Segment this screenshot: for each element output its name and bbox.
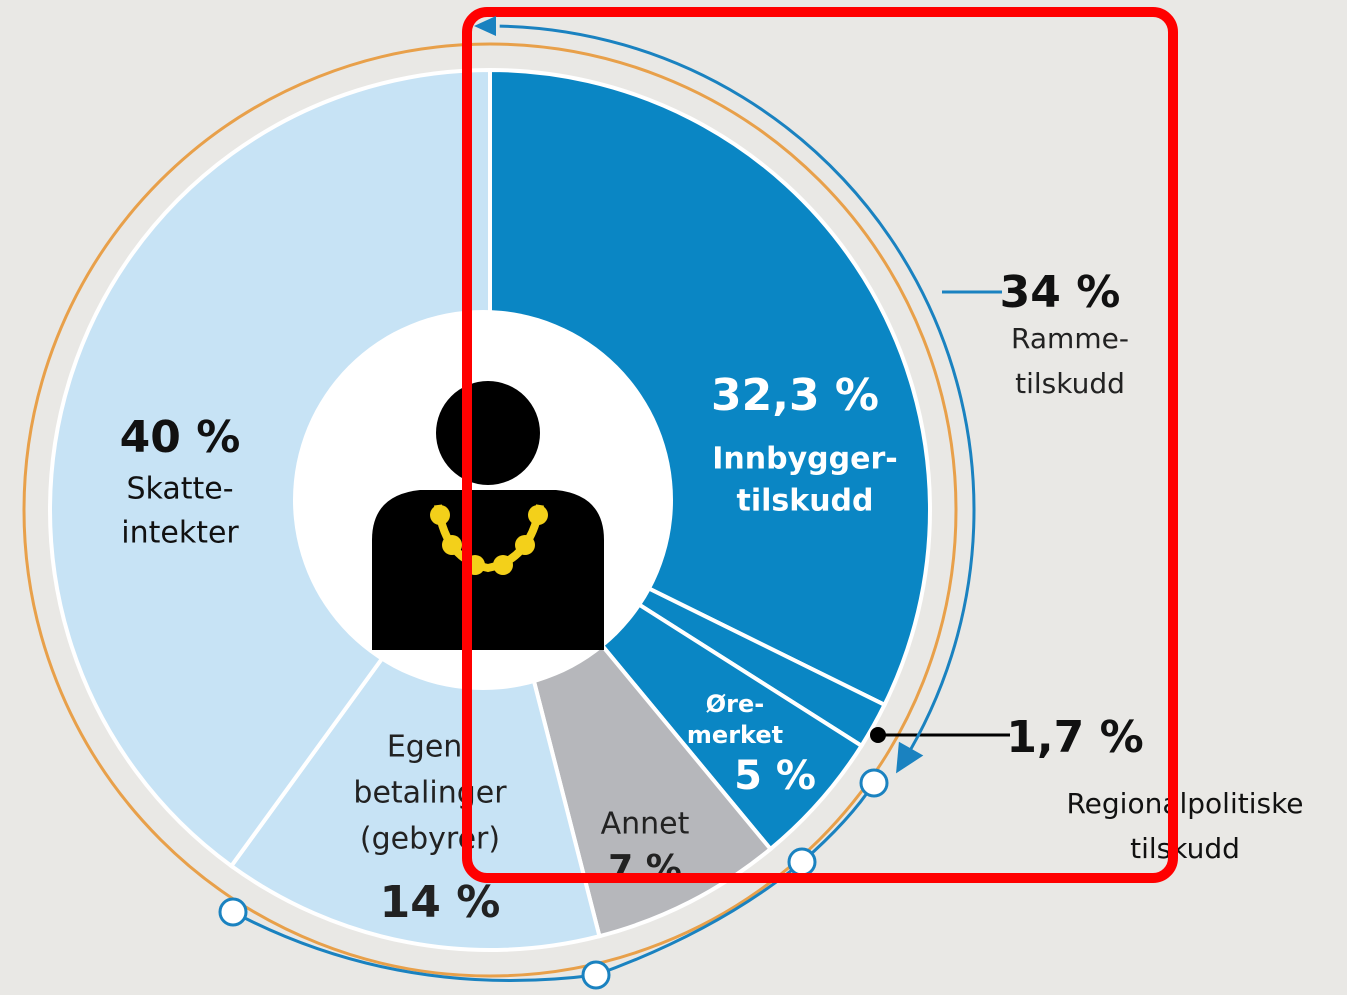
node	[787, 847, 817, 877]
value-label: 14 %	[380, 877, 501, 928]
category-label: tilskudd	[736, 484, 873, 519]
category-label: Annet	[601, 807, 690, 842]
value-label: 5 %	[734, 753, 816, 799]
category-label: Egen-	[387, 730, 473, 765]
category-label: Regionalpolitiske	[1066, 787, 1303, 820]
arrow-head	[896, 741, 924, 774]
group-label: tilskudd	[1015, 367, 1125, 400]
category-label: tilskudd	[1130, 832, 1240, 865]
category-label: betalinger	[353, 776, 507, 811]
value-label: 1,7 %	[1006, 712, 1143, 763]
category-label: (gebyrer)	[360, 822, 500, 857]
category-label: merket	[687, 721, 783, 749]
labels: 32,3 % Innbygger-tilskudd 1,7 % Regionalpol…	[120, 267, 1304, 928]
value-label: 32,3 %	[711, 370, 879, 421]
outer-ring	[22, 42, 958, 978]
pointer-dot	[870, 727, 886, 743]
category-label: intekter	[121, 516, 239, 551]
group-value-label: 34 %	[1000, 267, 1121, 318]
bottom-arc	[232, 910, 597, 982]
group-label: Ramme-	[1011, 322, 1129, 355]
category-label: Skatte-	[126, 472, 233, 507]
node	[581, 960, 611, 990]
value-label: 40 %	[120, 412, 241, 463]
highlight-box	[462, 7, 1178, 883]
slice	[48, 67, 492, 869]
category-label: Øre-	[706, 690, 764, 718]
group-arc	[499, 24, 976, 771]
category-label: Innbygger-	[712, 442, 897, 477]
arrow-head	[474, 16, 496, 36]
node	[859, 768, 889, 798]
node	[218, 897, 248, 927]
